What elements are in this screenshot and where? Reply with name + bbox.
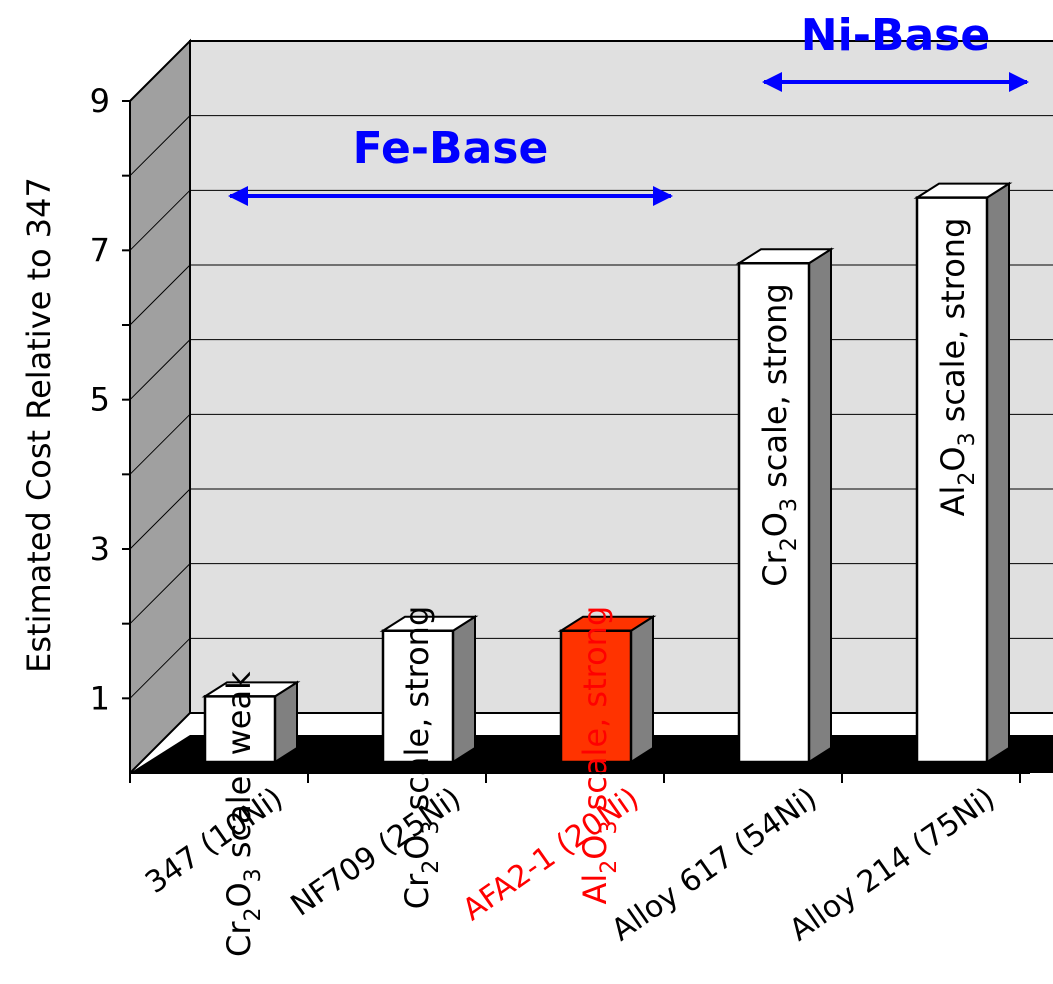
group-label: Ni-Base [801, 10, 990, 61]
bar-front [915, 196, 989, 764]
back-wall [189, 40, 1053, 714]
bar-side [808, 247, 832, 764]
gridline [129, 115, 1053, 177]
y-tick-label: 9 [90, 82, 110, 120]
bar-annotation: Al2O3 scale, strong [934, 218, 980, 517]
bar-annotation: Cr2O3 scale, weak [220, 671, 266, 957]
gridline [129, 189, 1053, 251]
bar-5: Al2O3 scale, strong [913, 181, 1013, 764]
bar-side [986, 181, 1010, 764]
bar-2: Cr2O3 scale, strong [379, 606, 479, 910]
bar-annotation: Cr2O3 scale, strong [756, 283, 802, 586]
bar-front [737, 261, 811, 764]
group-annotations: Fe-Base Ni-Base [228, 10, 1029, 206]
chart-walls [129, 38, 1053, 776]
bar-front [559, 629, 633, 764]
gridline [129, 40, 1053, 102]
y-tick-label: 5 [90, 381, 110, 419]
bar-side [452, 614, 476, 764]
y-tick-label: 1 [90, 679, 110, 717]
bar-annotation: Cr2O3 scale, strong [398, 606, 444, 910]
bar-front [203, 695, 277, 764]
side-wall [129, 38, 191, 776]
bar-side [630, 614, 654, 764]
y-tick-label: 3 [90, 530, 110, 568]
bar-annotation: Al2O3 scale, strong [576, 606, 622, 905]
bar-1: Cr2O3 scale, weak [201, 671, 301, 957]
y-tick-label: 7 [90, 231, 110, 269]
x-tick-label: NF709 (25Ni) [285, 781, 468, 924]
x-tick-label: AFA2-1 (20Ni) [456, 781, 645, 928]
y-axis-label: Estimated Cost Relative to 347 [20, 177, 58, 673]
bar-front [381, 629, 455, 764]
group-label: Fe-Base [353, 123, 549, 174]
bar-4: Cr2O3 scale, strong [735, 247, 835, 764]
bar-3: Al2O3 scale, strong [557, 606, 657, 905]
group-1: Fe-Base [228, 123, 673, 206]
x-tick-label: 347 (10Ni) [139, 781, 289, 901]
group-2: Ni-Base [762, 10, 1029, 92]
bars: Cr2O3 scale, weak Cr2O3 scale, strong Al2O… [201, 181, 1013, 957]
